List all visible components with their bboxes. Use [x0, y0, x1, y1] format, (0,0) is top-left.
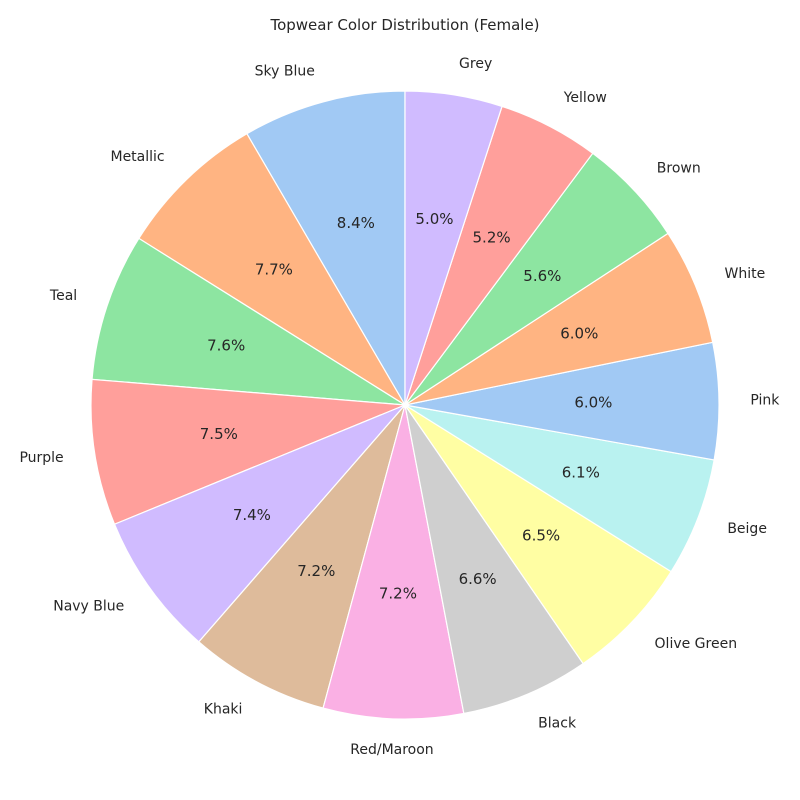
percent-label: 6.0%	[560, 324, 598, 342]
percent-label: 7.2%	[379, 584, 417, 602]
pie-slice	[404, 404, 584, 715]
percent-label: 5.6%	[523, 267, 561, 285]
percent-label: 7.4%	[233, 506, 271, 524]
pie-slice	[246, 90, 406, 408]
category-label: Teal	[49, 288, 77, 304]
category-label: Red/Maroon	[350, 742, 433, 758]
category-label: Beige	[727, 521, 767, 537]
category-label: Purple	[19, 450, 63, 466]
category-label: Pink	[750, 393, 780, 409]
percent-label: 7.6%	[207, 337, 245, 355]
category-label: Navy Blue	[53, 598, 124, 614]
pie-slice	[404, 232, 714, 406]
category-label: Metallic	[110, 149, 164, 165]
percent-labels: 8.4% 7.7% 7.6% 7.5% 7.4% 7.2% 7.2% 6.6% 6.5% 6.1%…	[200, 210, 613, 602]
pie-slice	[404, 90, 503, 406]
category-label: Sky Blue	[255, 64, 315, 80]
category-label: Black	[538, 716, 577, 732]
category-label: Olive Green	[655, 636, 738, 652]
percent-label: 6.1%	[562, 464, 600, 482]
category-labels: Sky Blue Metallic Teal Purple Navy Blue Khaki…	[19, 56, 780, 758]
pie-slice	[91, 237, 406, 406]
pie-slice	[113, 404, 406, 643]
pie-slice	[404, 341, 720, 461]
category-label: Brown	[657, 161, 701, 177]
percent-label: 7.7%	[255, 261, 293, 279]
pie-slice	[197, 404, 406, 709]
percent-label: 8.4%	[337, 214, 375, 232]
category-label: White	[725, 266, 766, 282]
percent-label: 5.0%	[415, 210, 453, 228]
category-label: Yellow	[563, 90, 607, 106]
category-label: Khaki	[204, 702, 243, 718]
category-label: Grey	[459, 56, 492, 72]
percent-label: 6.6%	[459, 570, 497, 588]
percent-label: 5.2%	[473, 229, 511, 247]
pie-slices	[90, 90, 720, 720]
percent-label: 6.0%	[574, 394, 612, 412]
pie-slice	[322, 404, 465, 720]
percent-label: 6.5%	[522, 526, 560, 544]
chart-title: Topwear Color Distribution (Female)	[269, 16, 539, 34]
pie-slice	[90, 378, 406, 526]
percent-label: 7.2%	[297, 562, 335, 580]
percent-label: 7.5%	[200, 425, 238, 443]
pie-slice	[404, 404, 672, 665]
pie-slice	[138, 132, 406, 406]
